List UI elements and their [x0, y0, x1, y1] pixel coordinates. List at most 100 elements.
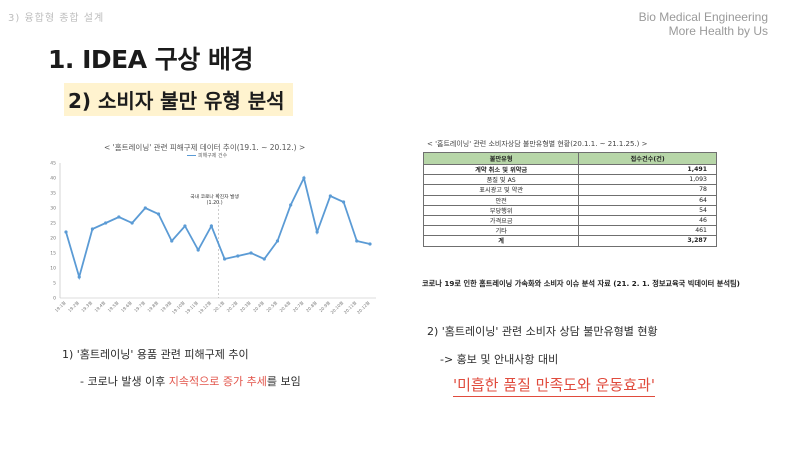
- table-cell-type: 부당행위: [422, 204, 580, 216]
- data-point: [341, 200, 346, 204]
- table-header-type: 불만유형: [422, 152, 580, 165]
- data-point: [90, 227, 95, 231]
- data-point: [262, 257, 266, 261]
- table-row: 표시광고 및 약관 78: [422, 184, 717, 196]
- x-tick-label: 19.12월: [197, 299, 213, 315]
- section-label: 3) 융합형 종합 설계: [8, 13, 105, 24]
- annotation-date: (1.20.): [207, 200, 223, 206]
- x-tick-label: 19.10월: [170, 299, 186, 315]
- y-tick-label: 40: [50, 176, 56, 182]
- data-point: [275, 239, 280, 243]
- data-point: [143, 206, 147, 210]
- table-cell-count: 1,491: [578, 163, 717, 176]
- annotation-label: 국내 코로나 확진자 발생: [190, 193, 239, 200]
- table-total-row: 계 3,287: [422, 235, 717, 247]
- line-chart-title: < '홈트레이닝' 관련 피해구제 데이터 추이(19.1. ~ 20.12.)…: [104, 143, 306, 152]
- y-tick-label: 30: [50, 206, 56, 212]
- table-cell-type: 가격요금: [422, 214, 580, 227]
- table-cell-type: 품질 및 AS: [422, 174, 580, 186]
- note-consult-detail: -> 홍보 및 안내사항 대비: [440, 353, 559, 366]
- table-row: 부당행위 54: [422, 204, 717, 216]
- x-tick-label: 20.11월: [342, 299, 358, 315]
- brand-text: Bio Medical Engineering More Health by U…: [639, 10, 768, 38]
- note-damage-trend-detail: - 코로나 발생 이후 지속적으로 증가 추세를 보임: [80, 373, 301, 389]
- complaint-table: 불만유형 접수건수(건) 계약 취소 및 위약금 1,491 품질 및 AS 1…: [422, 152, 717, 247]
- x-tick-label: 20.1월: [212, 299, 226, 313]
- data-point: [77, 275, 81, 279]
- data-point: [104, 221, 108, 225]
- data-point: [170, 239, 174, 243]
- data-point: [117, 215, 121, 219]
- data-point: [64, 230, 68, 234]
- data-point: [368, 242, 372, 246]
- y-tick-label: 5: [53, 281, 56, 287]
- x-tick-label: 20.5월: [265, 299, 279, 313]
- note-detail-suffix: 를 보임: [266, 375, 301, 388]
- table-cell-count: 1,093: [578, 174, 717, 186]
- table-header-row: 불만유형 접수건수(건): [422, 152, 717, 165]
- data-point: [355, 239, 359, 243]
- data-point: [196, 248, 200, 252]
- note-damage-trend: 1) '홈트레이닝' 용품 관련 피해구제 추이: [62, 348, 249, 361]
- y-tick-label: 45: [50, 161, 56, 167]
- x-tick-label: 20.8월: [304, 299, 318, 313]
- data-point: [209, 224, 213, 228]
- legend-line-icon: [187, 154, 196, 157]
- table-cell-count: 64: [578, 194, 717, 206]
- callout-text: '미흡한 품질 만족도와 운동효과': [453, 374, 655, 397]
- table-cell-count: 46: [578, 214, 717, 227]
- brand-line-2: More Health by Us: [668, 24, 768, 38]
- x-tick-label: 20.2월: [225, 299, 239, 313]
- table-header-count: 접수건수(건): [578, 152, 717, 165]
- table-cell-type: 표시광고 및 약관: [422, 184, 580, 196]
- x-tick-label: 19.3월: [80, 299, 94, 313]
- table-row: 기타 461: [422, 225, 717, 237]
- data-point: [183, 224, 187, 228]
- y-tick-label: 20: [50, 236, 56, 242]
- table-row: 가격요금 46: [422, 214, 717, 227]
- x-tick-label: 20.6월: [278, 299, 292, 313]
- data-point: [249, 251, 253, 255]
- data-point: [289, 203, 293, 207]
- x-tick-label: 19.6월: [119, 299, 133, 313]
- note-detail-prefix: - 코로나 발생 이후: [80, 375, 169, 388]
- data-point: [302, 176, 306, 180]
- x-tick-label: 20.12월: [355, 299, 371, 315]
- data-point: [315, 230, 319, 234]
- data-point: [223, 257, 227, 261]
- x-tick-label: 19.4월: [93, 299, 107, 313]
- data-point: [328, 194, 332, 198]
- x-tick-label: 20.10월: [329, 299, 345, 315]
- data-point: [236, 254, 240, 258]
- brand-line-1: Bio Medical Engineering: [638, 10, 768, 24]
- table-cell-type: 기타: [422, 225, 580, 237]
- slide-subtitle: 2) 소비자 불만 유형 분석: [64, 83, 293, 116]
- y-tick-label: 35: [50, 191, 56, 197]
- y-tick-label: 25: [50, 221, 56, 227]
- table-cell-count: 78: [578, 184, 717, 196]
- x-tick-label: 19.11월: [183, 299, 199, 315]
- x-tick-label: 20.4월: [251, 299, 265, 313]
- table-cell-count: 3,287: [578, 235, 717, 247]
- table-row: 안전 64: [422, 194, 717, 206]
- table-title: < '홈트레이닝' 관련 소비자상담 불만유형별 현황(20.1.1. ~ 21…: [427, 140, 648, 148]
- table-source-note: 코로나 19로 인한 홈트레이닝 가속화와 소비자 이슈 분석 자료 (21. …: [422, 279, 740, 288]
- x-tick-label: 20.3월: [238, 299, 252, 313]
- x-tick-label: 20.7월: [291, 299, 305, 313]
- x-tick-label: 19.8월: [146, 299, 160, 313]
- x-tick-label: 19.7월: [132, 299, 146, 313]
- table-cell-type: 계약 취소 및 위약금: [422, 163, 580, 176]
- x-tick-label: 19.5월: [106, 299, 120, 313]
- x-tick-label: 19.1월: [53, 299, 67, 313]
- y-tick-label: 10: [50, 266, 56, 272]
- x-tick-label: 19.2월: [66, 299, 80, 313]
- note-consult-status: 2) '홈트레이닝' 관련 소비자 상담 불만유형별 현황: [427, 325, 658, 338]
- note-detail-highlight: 지속적으로 증가 추세: [168, 375, 267, 388]
- line-chart-legend: 피해구제 건수: [187, 152, 227, 159]
- table-row: 계약 취소 및 위약금 1,491: [422, 163, 717, 176]
- data-point: [156, 212, 161, 216]
- table-cell-type: 안전: [422, 194, 580, 206]
- table-cell-count: 461: [578, 225, 717, 237]
- table-cell-type: 계: [422, 235, 580, 247]
